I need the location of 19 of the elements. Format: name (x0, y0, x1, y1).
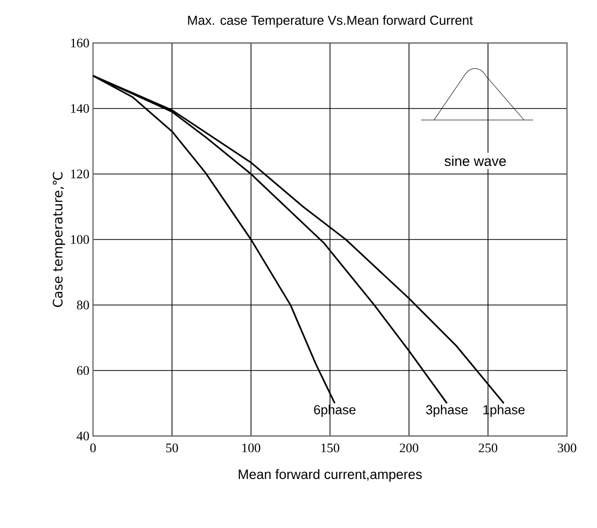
x-tick-label: 200 (400, 444, 418, 452)
x-tick-label: 0 (90, 444, 96, 452)
y-tick-label: 100 (71, 235, 89, 244)
y-tick-label: 120 (71, 170, 89, 178)
x-tick-label: 150 (321, 444, 340, 452)
y-tick-label: 140 (71, 104, 89, 113)
x-tick-label: 50 (166, 444, 178, 452)
x-tick-label: 100 (242, 444, 260, 452)
y-tick-label: 80 (76, 300, 89, 310)
x-axis-title: Mean forward current,amperes (238, 469, 422, 482)
y-tick-label: 160 (71, 38, 89, 48)
annotation: sine wave (444, 156, 506, 166)
chart-title: Max. case Temperature Vs.Mean forward Current (188, 15, 473, 28)
x-tick-label: 250 (478, 444, 498, 452)
y-tick-label: 60 (77, 366, 89, 375)
x-tick-label: 300 (558, 444, 576, 452)
y-axis-title: Case temperature,℃ (52, 172, 66, 307)
y-tick-label: 40 (76, 432, 89, 440)
series-label: 3phase (426, 404, 468, 417)
